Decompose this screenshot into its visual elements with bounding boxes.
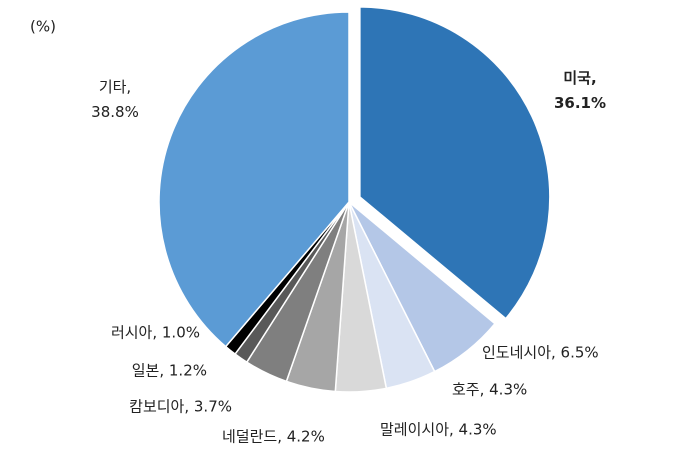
data-label: 일본, 1.2% — [132, 362, 207, 380]
data-label: 인도네시아, 6.5% — [482, 344, 599, 362]
data-label: 말레이시아, 4.3% — [380, 421, 497, 439]
label-line: 미국, — [563, 69, 596, 87]
data-label: 미국, 36.1% — [554, 69, 606, 112]
unit-label: (%) — [30, 18, 56, 36]
pie-slice — [158, 11, 350, 348]
data-label: 기타, 38.8% — [91, 78, 139, 121]
data-label: 캄보디아, 3.7% — [129, 398, 232, 416]
data-label: 러시아, 1.0% — [111, 324, 200, 342]
label-line: 38.8% — [91, 103, 139, 121]
data-label: 네덜란드, 4.2% — [222, 428, 325, 446]
pie-slice — [359, 6, 551, 320]
label-line: 기타, — [99, 78, 131, 96]
label-line: 36.1% — [554, 94, 606, 112]
data-label: 호주, 4.3% — [452, 381, 527, 399]
